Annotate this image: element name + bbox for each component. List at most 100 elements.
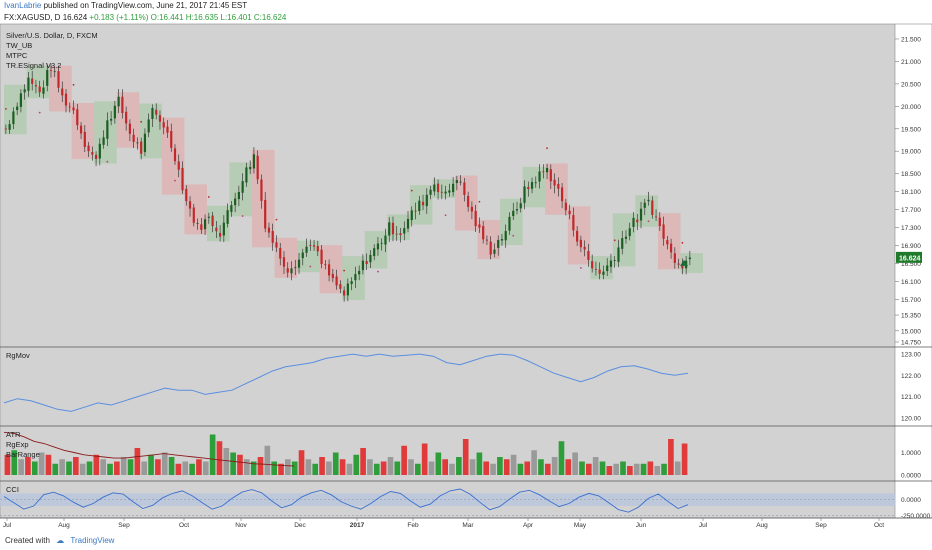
candle-body [260, 179, 263, 201]
candle-body [335, 276, 338, 286]
price-tick-label: 15.350 [901, 313, 921, 320]
atr-bar [415, 463, 421, 475]
candle-body [459, 181, 462, 183]
atr-bar [285, 459, 291, 475]
candle-body [4, 128, 7, 130]
candle-body [568, 210, 571, 215]
atr-bar [332, 452, 339, 475]
atr-bar [620, 461, 626, 475]
author-link[interactable]: IvanLabrie [4, 1, 42, 10]
candle-body [587, 251, 590, 260]
candle-body [534, 182, 537, 184]
tradingview-link[interactable]: TradingView [70, 536, 115, 545]
candle-body [76, 109, 79, 126]
cci-band [0, 493, 895, 506]
candle-body [564, 202, 567, 211]
candle-body [34, 85, 38, 87]
atr-bar [209, 434, 216, 475]
candle-body [545, 167, 549, 173]
atr-bar [161, 452, 168, 475]
candle-body [181, 167, 184, 191]
atr-bar [73, 457, 79, 475]
signal-dot [106, 160, 109, 163]
atr-bar [196, 459, 202, 475]
candle-body [320, 249, 323, 264]
candle-body [414, 210, 417, 212]
atr-bar [148, 454, 154, 475]
candle-body [429, 189, 432, 195]
candle-body [42, 87, 45, 94]
candle-body [102, 137, 105, 145]
candle-body [647, 199, 650, 202]
candle-body [651, 200, 654, 215]
atr-bar [257, 457, 264, 475]
atr-bar [264, 445, 271, 475]
candle-body [478, 224, 481, 228]
atr-bar [59, 459, 65, 475]
candle-body [346, 283, 349, 296]
signal-dot [309, 265, 312, 268]
candle-body [388, 222, 391, 236]
atr-bar [524, 461, 531, 475]
atr-bar [572, 452, 578, 475]
candle-body [343, 290, 346, 296]
candle-body [440, 191, 443, 193]
zone-box [206, 205, 230, 242]
atr-title: ATR [6, 430, 21, 439]
candle-body [275, 242, 278, 248]
candle-body [237, 192, 240, 200]
atr-bar [237, 454, 243, 475]
candle-body [621, 238, 624, 249]
candle-body [463, 182, 466, 195]
candle-body [312, 245, 316, 247]
atr-bar [380, 461, 387, 475]
rgexp-title: RgExp [6, 440, 29, 449]
candle-body [140, 141, 143, 154]
candle-body [64, 93, 68, 106]
atr-bar [346, 463, 353, 475]
candle-body [636, 219, 639, 223]
candle-body [192, 207, 195, 223]
zone-box [252, 149, 275, 248]
last-price-label: 16.624 [899, 255, 921, 262]
candle-body [406, 218, 410, 229]
candle-body [380, 242, 383, 244]
candle-body [572, 215, 575, 231]
zone-box [116, 92, 140, 148]
candle-body [57, 71, 60, 88]
candle-body [264, 199, 267, 229]
candle-body [234, 198, 237, 206]
time-tick-label: Oct [179, 522, 189, 529]
atr-bar [627, 466, 633, 475]
candle-body [177, 161, 180, 170]
candle-body [46, 69, 49, 86]
candle-body [666, 240, 669, 245]
candle-body [591, 261, 594, 269]
zone-box [26, 65, 50, 99]
candle-body [452, 183, 455, 193]
rgmov-tick-label: 120.00 [901, 415, 921, 422]
candle-body [294, 267, 297, 269]
candle-body [203, 219, 207, 230]
time-tick-label: Mar [462, 522, 474, 529]
zone-box [229, 162, 253, 217]
candle-body [485, 239, 489, 241]
last-price: 16.624 [62, 13, 88, 22]
candle-body [395, 233, 398, 235]
price-tick-label: 21.500 [901, 36, 921, 43]
atr-bar [599, 461, 606, 475]
atr-bar [517, 463, 524, 475]
candle-body [662, 224, 665, 239]
zone-box [71, 103, 95, 160]
candle-body [256, 155, 259, 180]
candle-body [474, 210, 477, 227]
tradingview-logo-icon[interactable]: ☁ [56, 536, 65, 545]
candle-body [455, 180, 458, 184]
candle-body [267, 227, 271, 233]
candle-body [508, 216, 511, 231]
atr-bar [52, 463, 59, 475]
atr-bar [503, 459, 510, 475]
candle-body [512, 210, 515, 217]
candle-body [290, 268, 293, 274]
